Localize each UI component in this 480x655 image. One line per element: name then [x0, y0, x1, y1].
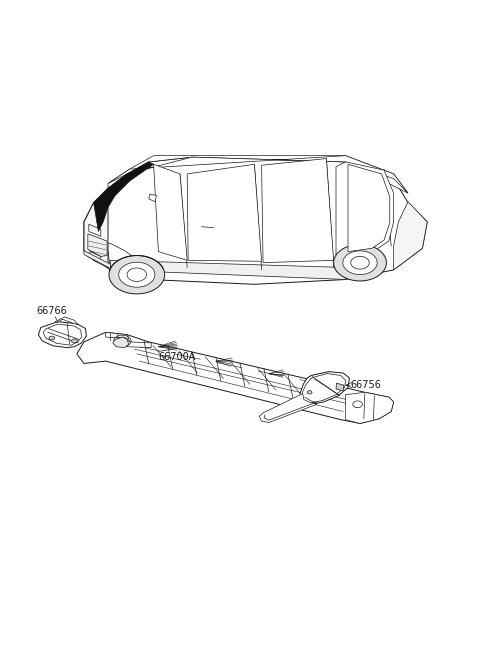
Polygon shape — [108, 156, 408, 193]
Polygon shape — [300, 371, 349, 404]
Text: 66700A: 66700A — [158, 352, 196, 362]
Polygon shape — [343, 251, 377, 274]
Polygon shape — [113, 337, 129, 348]
Polygon shape — [109, 255, 165, 294]
Polygon shape — [110, 260, 346, 280]
Polygon shape — [77, 332, 394, 424]
Polygon shape — [259, 394, 317, 422]
Polygon shape — [49, 336, 55, 340]
Polygon shape — [72, 339, 77, 343]
Text: 66766: 66766 — [36, 307, 67, 316]
Polygon shape — [154, 164, 187, 260]
Polygon shape — [394, 202, 427, 270]
Polygon shape — [84, 188, 108, 267]
Polygon shape — [84, 241, 149, 280]
Polygon shape — [89, 224, 101, 236]
Polygon shape — [55, 317, 78, 325]
Polygon shape — [353, 401, 362, 407]
Polygon shape — [38, 322, 86, 348]
Polygon shape — [88, 234, 107, 257]
Polygon shape — [87, 252, 101, 262]
Polygon shape — [84, 157, 427, 284]
Polygon shape — [334, 244, 386, 281]
Polygon shape — [346, 392, 394, 424]
Polygon shape — [43, 324, 82, 345]
Polygon shape — [336, 383, 344, 391]
Polygon shape — [302, 373, 346, 403]
Polygon shape — [108, 156, 408, 193]
Polygon shape — [84, 251, 110, 269]
Polygon shape — [262, 159, 334, 263]
Polygon shape — [351, 256, 369, 269]
Polygon shape — [307, 390, 312, 394]
Polygon shape — [106, 332, 151, 348]
Polygon shape — [127, 268, 146, 282]
Text: 66756: 66756 — [350, 380, 381, 390]
Polygon shape — [187, 164, 262, 261]
Polygon shape — [348, 164, 390, 252]
Polygon shape — [94, 162, 154, 231]
Polygon shape — [119, 262, 155, 287]
Polygon shape — [149, 194, 156, 202]
Polygon shape — [117, 337, 128, 345]
Polygon shape — [336, 162, 394, 255]
